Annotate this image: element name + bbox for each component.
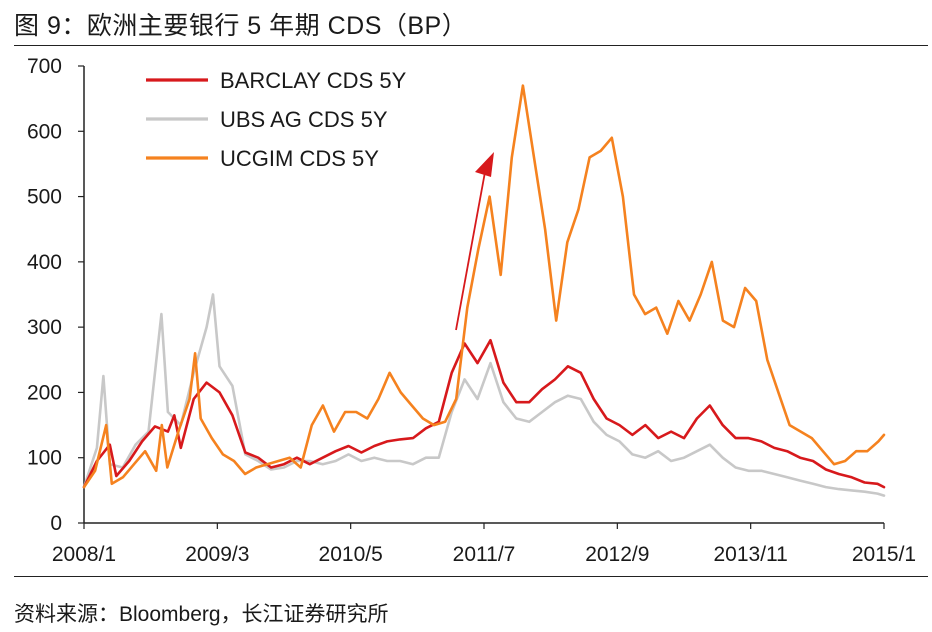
x-tick-label: 2013/11 [713,543,787,566]
legend: BARCLAY CDS 5Y UBS AG CDS 5Y UCGIM CDS 5Y [146,68,407,171]
annotation-layer [455,152,494,331]
bottom-rule [14,576,928,577]
annotation-arrow-shaft [455,171,486,331]
top-rule [14,45,928,46]
y-tick-label: 700 [27,55,62,78]
y-tick-label: 600 [27,120,62,143]
y-tick-label: 0 [50,512,62,535]
series-line-2 [82,84,886,489]
legend-label: BARCLAY CDS 5Y [220,68,407,93]
chart-title: 图 9：欧洲主要银行 5 年期 CDS（BP） [14,12,468,40]
y-tick-label: 400 [27,251,62,274]
y-tick-label: 300 [27,316,62,339]
series-line-1 [82,293,886,497]
annotation-arrow-head [475,152,494,177]
x-tick-label: 2015/1 [852,543,916,566]
x-tick-label: 2012/9 [585,543,649,566]
x-tick-label: 2009/3 [185,543,249,566]
legend-label: UCGIM CDS 5Y [220,146,379,171]
y-tick-label: 100 [27,447,62,470]
series-layer [82,84,886,497]
series-line-0 [82,338,886,489]
axes-group: 0 100 200 300 400 500 600 700 2008/1 2009/3 2010/5… [27,55,916,566]
y-tick-label: 500 [27,186,62,209]
x-tick-label: 2008/1 [52,543,116,566]
source-note: 资料来源：Bloomberg，长江证券研究所 [14,603,389,626]
legend-label: UBS AG CDS 5Y [220,107,388,132]
x-tick-label: 2010/5 [319,543,383,566]
y-tick-label: 200 [27,381,62,404]
x-tick-label: 2011/7 [453,543,516,566]
